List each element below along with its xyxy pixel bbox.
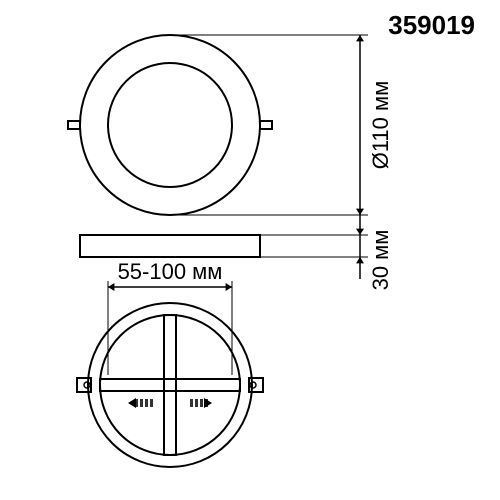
product-code-text: 359019 (388, 10, 475, 40)
diameter-label: Ø110 мм (368, 81, 393, 170)
height-label: 30 мм (368, 230, 393, 291)
bottom-view (77, 303, 263, 467)
cutout-label: 55-100 мм (118, 259, 223, 284)
technical-drawing: 359019 Ø110 мм 30 мм 55-100 мм (0, 0, 500, 500)
dimension-height: 30 мм (260, 213, 393, 290)
top-view (68, 35, 272, 215)
side-view (80, 235, 260, 257)
dimension-diameter: Ø110 мм (170, 35, 393, 215)
dimension-cutout: 55-100 мм (108, 259, 232, 375)
